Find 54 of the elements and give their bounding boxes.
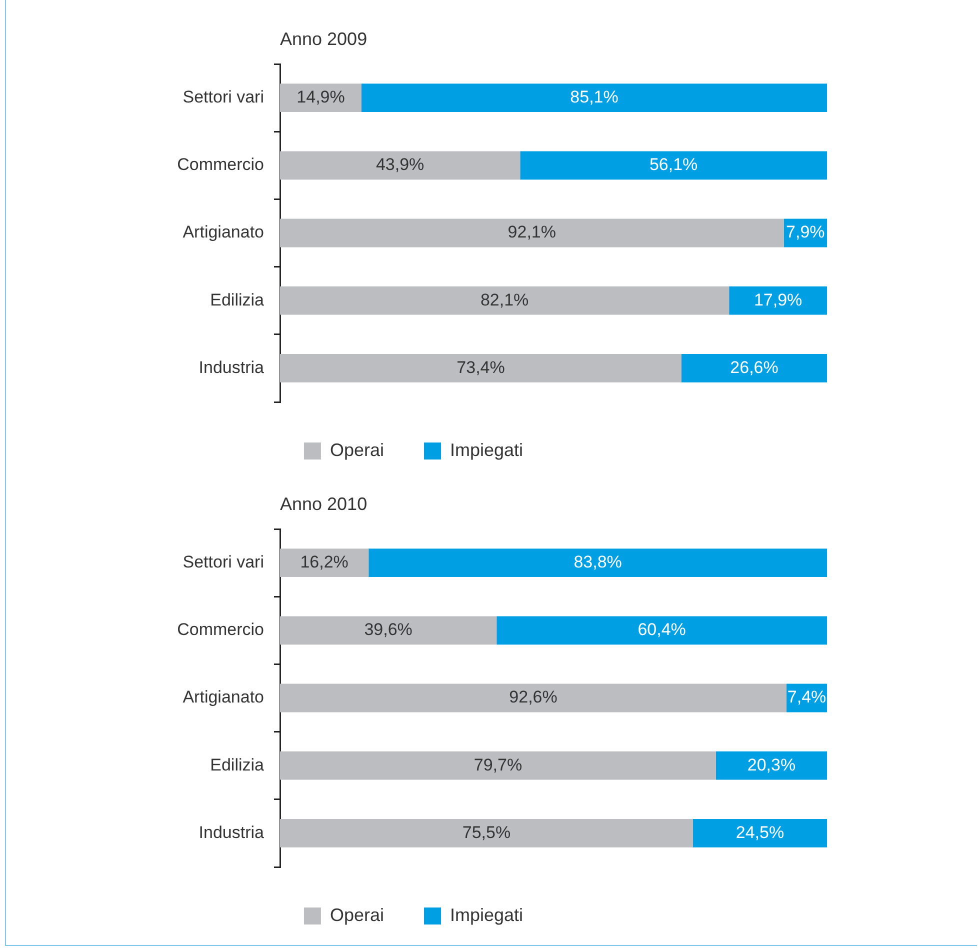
bar [496,616,827,645]
data-label: 56,1% [649,155,698,174]
y-tick-label: Artigianato [182,688,264,707]
legend-label: Impiegati [450,904,524,925]
bar [280,354,682,382]
bar [280,616,497,645]
y-tick-label: Artigianato [182,222,264,242]
data-label: 85,1% [570,87,618,106]
bar [280,218,784,248]
data-label: 83,8% [574,552,622,572]
bar [280,286,730,315]
y-tick-label: Industria [198,358,265,377]
bar [362,84,827,112]
bar [280,84,362,112]
legend-label: Operai [330,440,384,460]
data-label: 73,4% [456,358,505,377]
data-label: 75,5% [462,822,511,842]
data-label: 16,2% [300,552,348,572]
data-label: 92,6% [509,688,558,707]
y-tick-label: Edilizia [210,755,265,774]
y-tick-label: Industria [198,822,265,842]
data-label: 17,9% [754,290,802,310]
y-tick-label: Settori vari [182,552,264,572]
data-label: 26,6% [730,358,778,377]
bar [520,151,827,180]
bar [280,751,716,780]
data-label: 7,4% [787,688,826,707]
data-label: 20,3% [747,755,796,774]
y-tick-label: Settori vari [182,87,264,106]
data-label: 82,1% [480,290,529,310]
bar [729,286,827,315]
bar [682,354,827,382]
y-tick-label: Edilizia [210,290,265,310]
data-label: 92,1% [508,222,556,242]
bar [280,548,369,577]
bar [280,151,520,180]
y-tick-label: Commercio [177,620,264,640]
data-label: 43,9% [376,155,424,174]
bar [716,751,827,780]
y-tick-label: Commercio [177,155,264,174]
data-label: 14,9% [296,87,345,106]
data-label: 39,6% [364,620,412,640]
chart-title: Anno 2010 [280,494,368,514]
data-label: 7,9% [786,222,825,242]
data-label: 24,5% [736,822,784,842]
chart-title: Anno 2009 [280,28,368,49]
data-label: 79,7% [474,755,522,774]
legend-label: Impiegati [450,440,524,460]
bar [692,819,827,848]
legend-label: Operai [330,904,384,925]
bar [368,548,827,577]
bar [280,684,787,712]
bar [280,819,693,848]
data-label: 60,4% [638,620,686,640]
